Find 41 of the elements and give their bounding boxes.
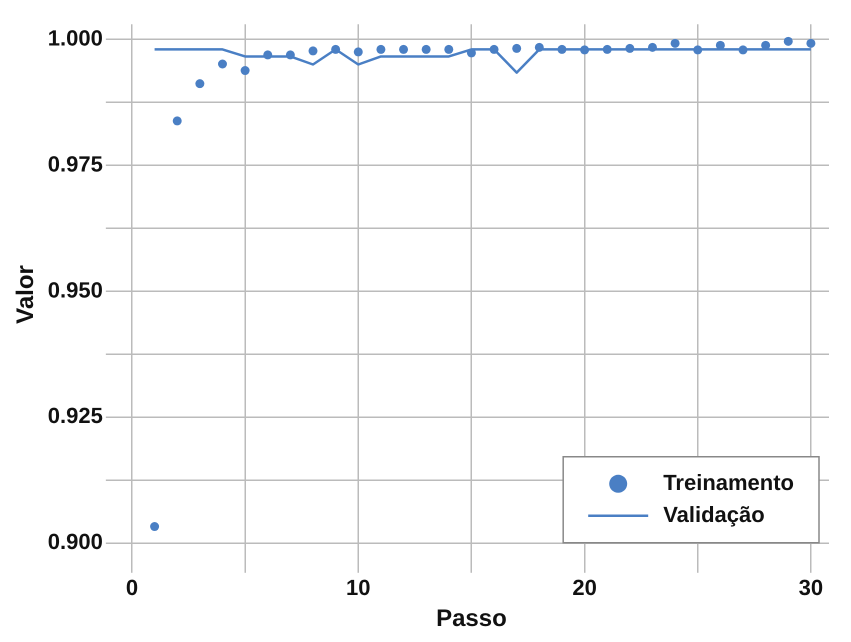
point: [648, 42, 657, 52]
point: [195, 79, 204, 88]
point: [376, 44, 386, 54]
point: [580, 45, 590, 54]
point: [670, 38, 680, 48]
x-tick-label: 10: [346, 575, 371, 600]
point: [806, 38, 816, 48]
legend-label: Validação: [663, 502, 765, 527]
x-tick-label: 30: [798, 575, 824, 600]
point: [512, 44, 522, 53]
point: [308, 46, 318, 56]
x-axis-title: Passo: [436, 605, 507, 632]
y-tick-label: 0.925: [48, 403, 103, 428]
x-tick-label: 0: [126, 575, 138, 600]
y-tick-label: 0.900: [48, 529, 103, 554]
point: [422, 44, 431, 54]
y-axis-title: Valor: [12, 265, 40, 324]
point: [399, 44, 408, 54]
point: [263, 50, 272, 60]
y-tick-label: 0.975: [48, 151, 103, 176]
point: [354, 47, 363, 56]
point: [693, 45, 702, 54]
point: [738, 45, 748, 54]
point: [490, 44, 499, 54]
point: [602, 44, 612, 54]
point: [625, 44, 634, 53]
point: [150, 522, 160, 532]
point: [286, 50, 295, 60]
point: [218, 60, 227, 68]
y-tick-label: 1.000: [48, 25, 103, 50]
point: [557, 44, 566, 54]
y-tick-label: 0.950: [48, 277, 103, 302]
legend-label: Treinamento: [663, 470, 794, 495]
point: [172, 116, 182, 126]
point: [784, 36, 793, 46]
x-tick-label: 20: [572, 575, 597, 600]
point: [466, 48, 476, 58]
point: [240, 66, 250, 76]
point: [331, 44, 340, 54]
point: [444, 44, 454, 54]
point: [534, 42, 544, 52]
